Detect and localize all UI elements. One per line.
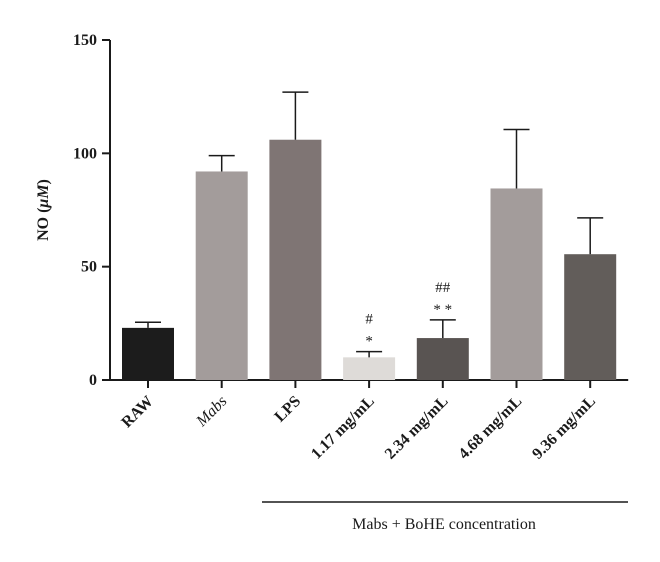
significance-label: * xyxy=(365,334,373,350)
x-tick-label: 1.17 mg/mL xyxy=(308,393,378,463)
x-tick-label: 2.34 mg/mL xyxy=(382,393,452,463)
x-tick-label: Mabs xyxy=(193,393,231,431)
y-tick-label: 100 xyxy=(73,145,97,162)
x-tick-label: 9.36 mg/mL xyxy=(529,393,599,463)
y-axis-title-suffix: ) xyxy=(35,179,52,184)
x-tick-label: RAW xyxy=(118,393,156,431)
bar xyxy=(564,254,617,380)
bar xyxy=(416,338,469,380)
significance-label: # xyxy=(365,312,373,328)
significance-label: ## xyxy=(435,280,451,296)
y-tick-label: 150 xyxy=(73,32,97,49)
significance-label: * * xyxy=(433,302,452,318)
x-tick-label: LPS xyxy=(271,393,304,426)
x-tick-label: 4.68 mg/mL xyxy=(455,393,525,463)
bar xyxy=(269,139,322,380)
bar xyxy=(195,171,248,380)
y-tick-label: 50 xyxy=(81,259,97,276)
bar xyxy=(490,188,543,380)
group-label: Mabs + BoHE concentration xyxy=(352,516,536,533)
bar xyxy=(343,357,396,380)
y-tick-label: 0 xyxy=(89,372,97,389)
y-axis-title: NO (μM) xyxy=(35,179,52,241)
plot-area: 0 50 100 150 RAW Mabs LPS 1.17 mg/mL 2.34 mg/mL 4… xyxy=(73,32,629,463)
y-axis-title-unit: μM xyxy=(35,184,52,209)
y-axis-title-prefix: NO ( xyxy=(35,208,52,241)
bar xyxy=(122,327,174,380)
